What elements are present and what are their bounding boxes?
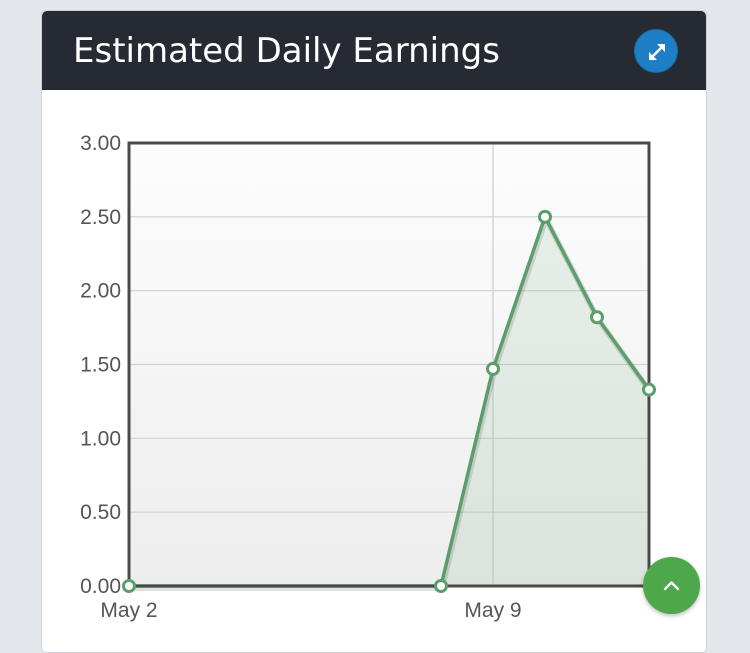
y-tick-label: 2.50 [80,206,121,229]
scroll-to-top-button[interactable] [643,557,700,614]
earnings-chart: 0.00 0.50 1.00 1.50 2.00 2.50 3.00 May 2 May 9 [80,132,656,622]
data-point[interactable] [122,579,136,593]
y-tick-label: 3.00 [80,132,121,155]
chevron-up-icon [663,581,680,591]
expand-button[interactable] [634,29,678,73]
series-area [129,216,649,586]
earnings-widget: Estimated Daily Earnings [41,10,707,653]
y-tick-label: 1.00 [80,427,121,450]
x-tick-label: May 2 [100,599,157,622]
y-tick-label: 1.50 [80,354,121,377]
y-tick-label: 0.00 [80,575,121,598]
data-point[interactable] [590,310,604,325]
data-point[interactable] [434,579,448,593]
expand-arrows-icon [649,44,665,60]
plot-frame [127,141,651,588]
widget-header: Estimated Daily Earnings [42,11,706,90]
y-tick-label: 2.00 [80,280,121,303]
widget-title: Estimated Daily Earnings [73,31,500,71]
data-point[interactable] [642,382,656,397]
y-tick-label: 0.50 [80,501,121,524]
data-point[interactable] [538,209,552,224]
chart-area: 0.00 0.50 1.00 1.50 2.00 2.50 3.00 May 2 May 9 [42,90,706,652]
x-tick-label: May 9 [464,599,521,622]
data-point[interactable] [486,361,500,376]
